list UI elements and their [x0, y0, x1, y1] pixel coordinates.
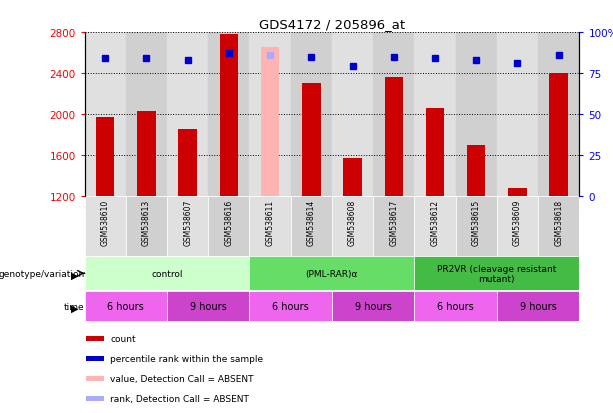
Bar: [332, 196, 373, 256]
Bar: [425, 109, 444, 196]
Bar: [455, 33, 497, 196]
Bar: [414, 33, 455, 196]
Bar: [261, 48, 280, 196]
Bar: [85, 257, 249, 290]
Bar: [508, 189, 527, 196]
Bar: [86, 376, 104, 381]
Text: GSM538611: GSM538611: [265, 199, 275, 245]
Bar: [167, 292, 249, 322]
Bar: [96, 118, 115, 196]
Bar: [332, 292, 414, 322]
Bar: [126, 196, 167, 256]
Text: GSM538607: GSM538607: [183, 199, 192, 245]
Text: ▶: ▶: [71, 270, 78, 280]
Bar: [167, 196, 208, 256]
Text: percentile rank within the sample: percentile rank within the sample: [110, 354, 264, 363]
Bar: [373, 33, 414, 196]
Bar: [249, 33, 291, 196]
Bar: [302, 84, 321, 196]
Text: control: control: [151, 269, 183, 278]
Bar: [497, 292, 579, 322]
Text: GSM538610: GSM538610: [101, 199, 110, 245]
Bar: [86, 336, 104, 341]
Bar: [384, 78, 403, 196]
Bar: [343, 159, 362, 196]
Text: genotype/variation: genotype/variation: [0, 269, 85, 278]
Bar: [291, 33, 332, 196]
Bar: [414, 292, 497, 322]
Bar: [332, 33, 373, 196]
Bar: [538, 33, 579, 196]
Text: GSM538617: GSM538617: [389, 199, 398, 245]
Text: GSM538616: GSM538616: [224, 199, 234, 245]
Text: (PML-RAR)α: (PML-RAR)α: [306, 269, 358, 278]
Bar: [467, 145, 485, 196]
Bar: [86, 396, 104, 401]
Text: GSM538608: GSM538608: [348, 199, 357, 245]
Text: time: time: [64, 302, 85, 311]
Text: 9 hours: 9 hours: [520, 301, 557, 312]
Bar: [373, 196, 414, 256]
Title: GDS4172 / 205896_at: GDS4172 / 205896_at: [259, 17, 405, 31]
Bar: [126, 33, 167, 196]
Bar: [497, 33, 538, 196]
Bar: [208, 33, 249, 196]
Text: value, Detection Call = ABSENT: value, Detection Call = ABSENT: [110, 374, 254, 383]
Text: GSM538609: GSM538609: [513, 199, 522, 245]
Bar: [208, 196, 249, 256]
Text: ▶: ▶: [71, 303, 78, 313]
Bar: [497, 196, 538, 256]
Bar: [414, 196, 455, 256]
Text: 6 hours: 6 hours: [107, 301, 144, 312]
Text: 9 hours: 9 hours: [190, 301, 227, 312]
Bar: [249, 257, 414, 290]
Text: GSM538612: GSM538612: [430, 199, 440, 245]
Text: PR2VR (cleavage resistant
mutant): PR2VR (cleavage resistant mutant): [437, 264, 557, 283]
Bar: [414, 257, 579, 290]
Bar: [291, 196, 332, 256]
Bar: [249, 196, 291, 256]
Bar: [85, 292, 167, 322]
Bar: [455, 196, 497, 256]
Bar: [219, 35, 238, 196]
Bar: [86, 356, 104, 361]
Bar: [167, 33, 208, 196]
Text: 6 hours: 6 hours: [437, 301, 474, 312]
Bar: [85, 33, 126, 196]
Text: 9 hours: 9 hours: [355, 301, 392, 312]
Bar: [85, 196, 126, 256]
Text: GSM538614: GSM538614: [307, 199, 316, 245]
Bar: [137, 112, 156, 196]
Text: rank, Detection Call = ABSENT: rank, Detection Call = ABSENT: [110, 394, 249, 403]
Bar: [178, 130, 197, 196]
Text: GSM538615: GSM538615: [472, 199, 481, 245]
Bar: [549, 74, 568, 196]
Text: count: count: [110, 334, 136, 343]
Text: GSM538618: GSM538618: [554, 199, 563, 245]
Bar: [249, 292, 332, 322]
Text: 6 hours: 6 hours: [272, 301, 309, 312]
Bar: [538, 196, 579, 256]
Text: GSM538613: GSM538613: [142, 199, 151, 245]
